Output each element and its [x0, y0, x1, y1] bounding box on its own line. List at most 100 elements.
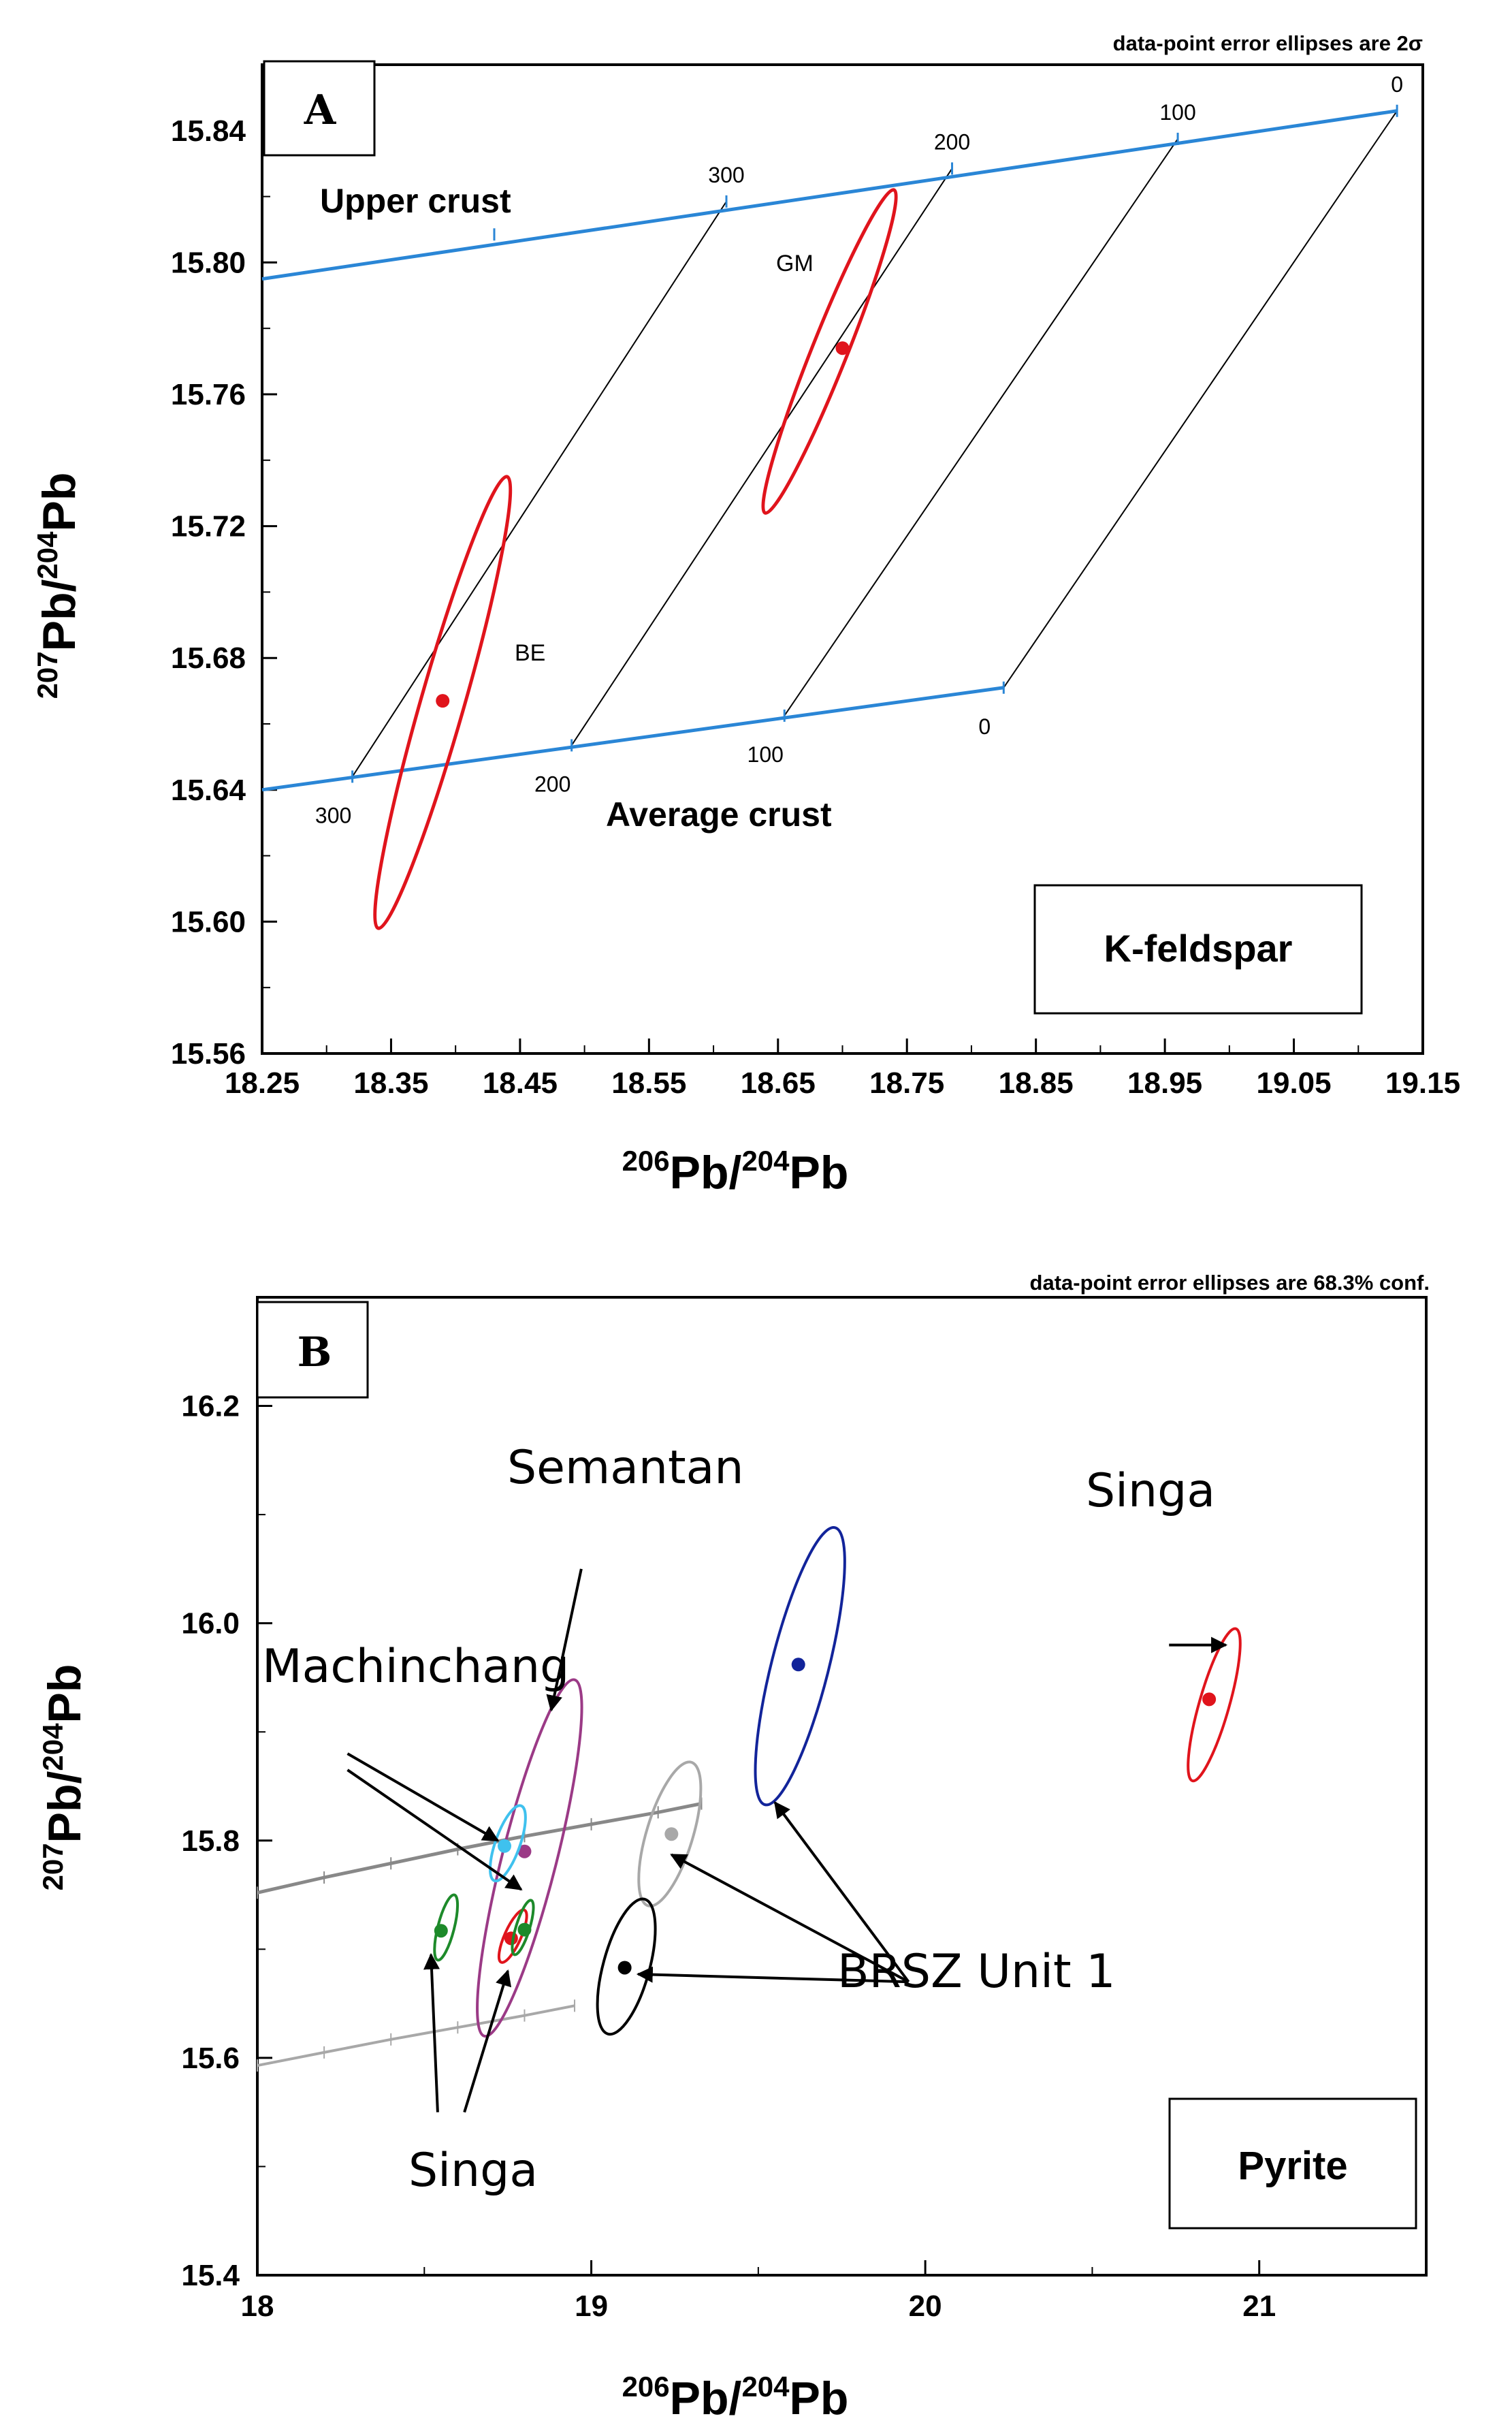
- panel-a-y-tick-label: 15.60: [171, 905, 246, 938]
- brsz-unit-1-data-point: [617, 1961, 632, 1975]
- crust-age-label: 300: [708, 163, 744, 187]
- panel-b-label: B: [297, 1329, 332, 1376]
- singa-error-ellipse: [1187, 1627, 1242, 1783]
- semantan-arrow: [546, 1568, 583, 1712]
- crust-age-label: 200: [534, 772, 570, 796]
- panel-a-x-tick-label: 18.95: [1127, 1066, 1202, 1100]
- panel-b-x-tick-label: 20: [909, 2289, 942, 2323]
- panel-b-note: data-point error ellipses are 68.3% conf…: [1030, 1271, 1430, 1295]
- panel-a-x-tick-label: 18.55: [611, 1066, 686, 1100]
- panel-a-note: data-point error ellipses are 2σ: [1113, 31, 1423, 55]
- panel-b-curves: [257, 1797, 703, 2072]
- pb-growth-curve-lower: [257, 2004, 575, 2067]
- be-label: BE: [515, 640, 545, 666]
- brsz-label: BRSZ Unit 1: [837, 1945, 1116, 1999]
- singa-arrow: [423, 1952, 440, 2112]
- singa-right-label: Singa: [1086, 1464, 1215, 1518]
- upper-crust-label: Upper crust: [320, 182, 511, 220]
- isochron-line: [570, 168, 953, 746]
- panel-b: data-point error ellipses are 68.3% conf…: [37, 1271, 1430, 2424]
- singa-data-point: [1202, 1692, 1217, 1707]
- panel-a-label: A: [304, 86, 337, 134]
- brsz-unit-1-arrow: [773, 1801, 910, 1983]
- panel-a-label-box: A: [263, 60, 376, 157]
- brsz-unit-1-arrow: [670, 1853, 910, 1983]
- upper-crust-line: [261, 109, 1398, 281]
- panel-b-data-points: [433, 1525, 1242, 2038]
- brsz-unit-1-error-ellipse: [754, 1525, 846, 1807]
- singa-error-ellipse: [497, 1908, 528, 1964]
- panel-a-data-points: [373, 188, 898, 930]
- isochron-line: [1003, 110, 1398, 688]
- singa-bottom-label: Singa: [408, 2144, 538, 2198]
- machinchang-arrow: [347, 1752, 500, 1842]
- panel-a-y-tick-label: 15.84: [171, 114, 246, 148]
- singa-data-point: [434, 1924, 448, 1938]
- panel-a-y-tick-label: 15.56: [171, 1037, 246, 1071]
- crust-age-label: 100: [1159, 100, 1195, 125]
- gm-label: GM: [776, 251, 814, 276]
- semantan-label: Semantan: [507, 1441, 743, 1495]
- panel-b-y-tick-label: 16.0: [181, 1607, 240, 1641]
- panel-a-x-tick-label: 18.35: [353, 1066, 428, 1100]
- crust-age-label: 200: [934, 129, 970, 154]
- panel-b-x-tick-label: 21: [1242, 2289, 1276, 2323]
- panel-a-y-tick-label: 15.80: [171, 246, 246, 279]
- be-error-ellipse: [373, 475, 513, 930]
- semantan-error-ellipse: [476, 1678, 583, 2038]
- panel-b-axes: 18 19 20 21 15.4 15.6 15.8 16.0 16.2: [181, 1297, 1276, 2323]
- average-crust-label: Average crust: [606, 795, 832, 834]
- panel-a: data-point error ellipses are 2σ 18.25 18…: [31, 31, 1460, 1199]
- machinchang-data-point: [498, 1839, 512, 1853]
- k-feldspar-label: K-feldspar: [1104, 927, 1293, 970]
- isochron-line: [351, 201, 727, 777]
- panel-a-y-tick-label: 15.64: [171, 774, 246, 807]
- machinchang-arrow: [347, 1769, 523, 1891]
- panel-a-x-tick-label: 18.25: [225, 1066, 300, 1100]
- be-data-point: [436, 694, 450, 708]
- panel-a-x-tick-label: 18.45: [483, 1066, 558, 1100]
- panel-a-y-tick-label: 15.76: [171, 378, 246, 411]
- panel-b-y-title: 207Pb/204Pb: [37, 1664, 91, 1891]
- k-feldspar-box: K-feldspar: [1033, 884, 1363, 1015]
- panel-a-x-title: 206Pb/204Pb: [622, 1145, 849, 1199]
- machinchang-label: Machinchang: [262, 1640, 569, 1694]
- crust-age-label: 0: [978, 714, 991, 739]
- panel-a-y-tick-label: 15.72: [171, 510, 246, 543]
- brsz-unit-1-data-point: [664, 1827, 679, 1841]
- panel-b-y-tick-label: 15.6: [181, 2042, 240, 2075]
- singa-arrow: [463, 1969, 512, 2113]
- crust-age-label: 300: [315, 803, 351, 827]
- semantan-data-point: [517, 1922, 532, 1937]
- crust-age-label: 0: [1391, 72, 1403, 97]
- panel-b-annotations: [347, 1568, 1228, 2113]
- panel-b-x-tick-label: 18: [241, 2289, 274, 2323]
- panel-a-y-title: 207Pb/204Pb: [31, 473, 85, 699]
- gm-data-point: [835, 341, 850, 355]
- brsz-unit-1-error-ellipse: [637, 1760, 703, 1907]
- pyrite-label: Pyrite: [1238, 2144, 1347, 2188]
- panel-b-x-title: 206Pb/204Pb: [622, 2371, 849, 2424]
- panel-a-x-tick-label: 18.75: [869, 1066, 944, 1100]
- panel-a-y-tick-label: 15.68: [171, 641, 246, 675]
- gm-error-ellipse: [761, 188, 898, 515]
- pyrite-box: Pyrite: [1168, 2097, 1417, 2230]
- brsz-unit-1-data-point: [791, 1658, 805, 1672]
- panel-b-y-tick-label: 16.2: [181, 1390, 240, 1423]
- panel-b-label-box: B: [256, 1301, 369, 1399]
- crust-age-label: 100: [747, 742, 784, 767]
- brsz-unit-1-arrow: [636, 1966, 909, 1984]
- panel-a-x-tick-label: 18.65: [741, 1066, 816, 1100]
- panel-a-axes: 18.25 18.35 18.45 18.55 18.65 18.75 18.85 18.95…: [171, 114, 1460, 1100]
- panel-b-plot-frame: [256, 1296, 1428, 2277]
- panel-a-x-tick-label: 19.15: [1385, 1066, 1460, 1100]
- panel-a-x-tick-label: 19.05: [1257, 1066, 1332, 1100]
- panel-b-y-tick-label: 15.8: [181, 1824, 240, 1858]
- panel-b-x-tick-label: 19: [575, 2289, 608, 2323]
- average-crust-line: [261, 686, 1004, 792]
- isochron-line: [784, 138, 1178, 716]
- panel-a-x-tick-label: 18.85: [999, 1066, 1074, 1100]
- panel-a-crust-curves: 300 200 100 0 300 200 100 0: [261, 72, 1403, 827]
- semantan-data-point: [517, 1844, 532, 1858]
